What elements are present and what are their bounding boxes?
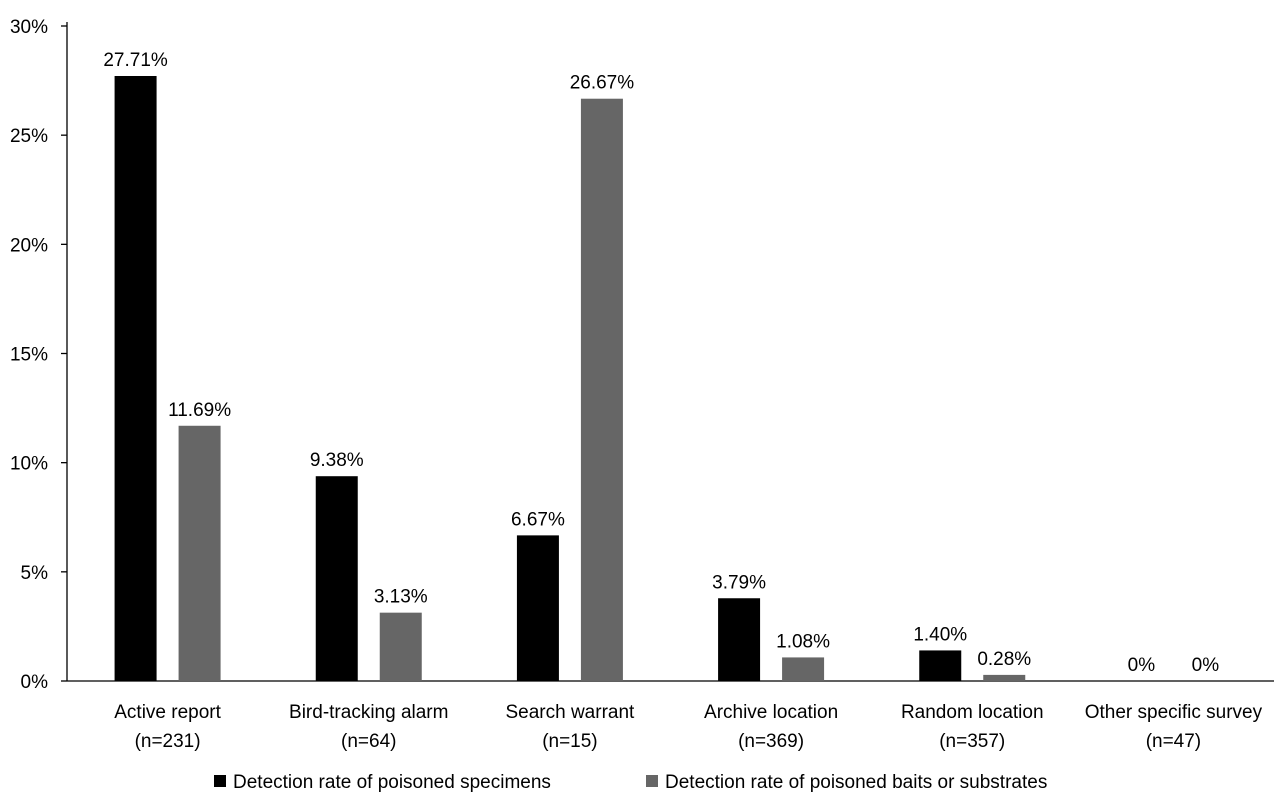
x-tick-label: Search warrant [505,702,635,723]
bar-series-1 [315,476,358,681]
y-tick-label: 25% [10,126,48,147]
y-tick-label: 0% [21,672,49,693]
bar-series-2 [178,425,221,681]
bar-series-2 [379,612,422,681]
x-tick-sublabel: (n=357) [939,731,1005,752]
y-tick-label: 30% [10,17,48,38]
bar-series-1 [114,75,157,681]
x-tick-sublabel: (n=47) [1146,731,1201,752]
data-label: 3.13% [374,587,428,608]
legend-swatch [646,775,658,787]
data-label: 6.67% [511,509,565,530]
y-tick-label: 15% [10,345,48,366]
data-label: 9.38% [310,450,364,471]
y-tick-label: 20% [10,235,48,256]
x-tick-sublabel: (n=231) [135,731,201,752]
legend-swatch [214,775,226,787]
bar-series-1 [919,650,962,681]
x-tick-label: Other specific survey [1085,702,1263,723]
bar-series-1 [516,535,559,681]
legend-label: Detection rate of poisoned baits or subs… [665,772,1047,793]
x-tick-label: Random location [901,702,1044,723]
data-label: 1.40% [913,624,967,645]
bar-series-2 [983,674,1026,681]
y-tick-label: 5% [21,563,49,584]
data-label: 1.08% [776,631,830,652]
x-tick-label: Active report [114,702,221,723]
data-label: 27.71% [103,50,168,71]
x-tick-label: Archive location [704,702,838,723]
y-tick-label: 10% [10,454,48,475]
bar-series-2 [782,657,825,681]
x-tick-sublabel: (n=64) [341,731,396,752]
x-tick-label: Bird-tracking alarm [289,702,448,723]
data-label: 0% [1128,655,1156,676]
data-label: 11.69% [168,400,231,421]
bar-series-2 [580,98,623,681]
x-tick-sublabel: (n=369) [738,731,804,752]
data-label: 0.28% [977,649,1031,670]
data-label: 3.79% [712,572,766,593]
data-label: 26.67% [570,73,635,94]
x-tick-sublabel: (n=15) [542,731,597,752]
bar-series-1 [718,598,761,681]
data-label: 0% [1192,655,1220,676]
legend-label: Detection rate of poisoned specimens [233,772,551,793]
